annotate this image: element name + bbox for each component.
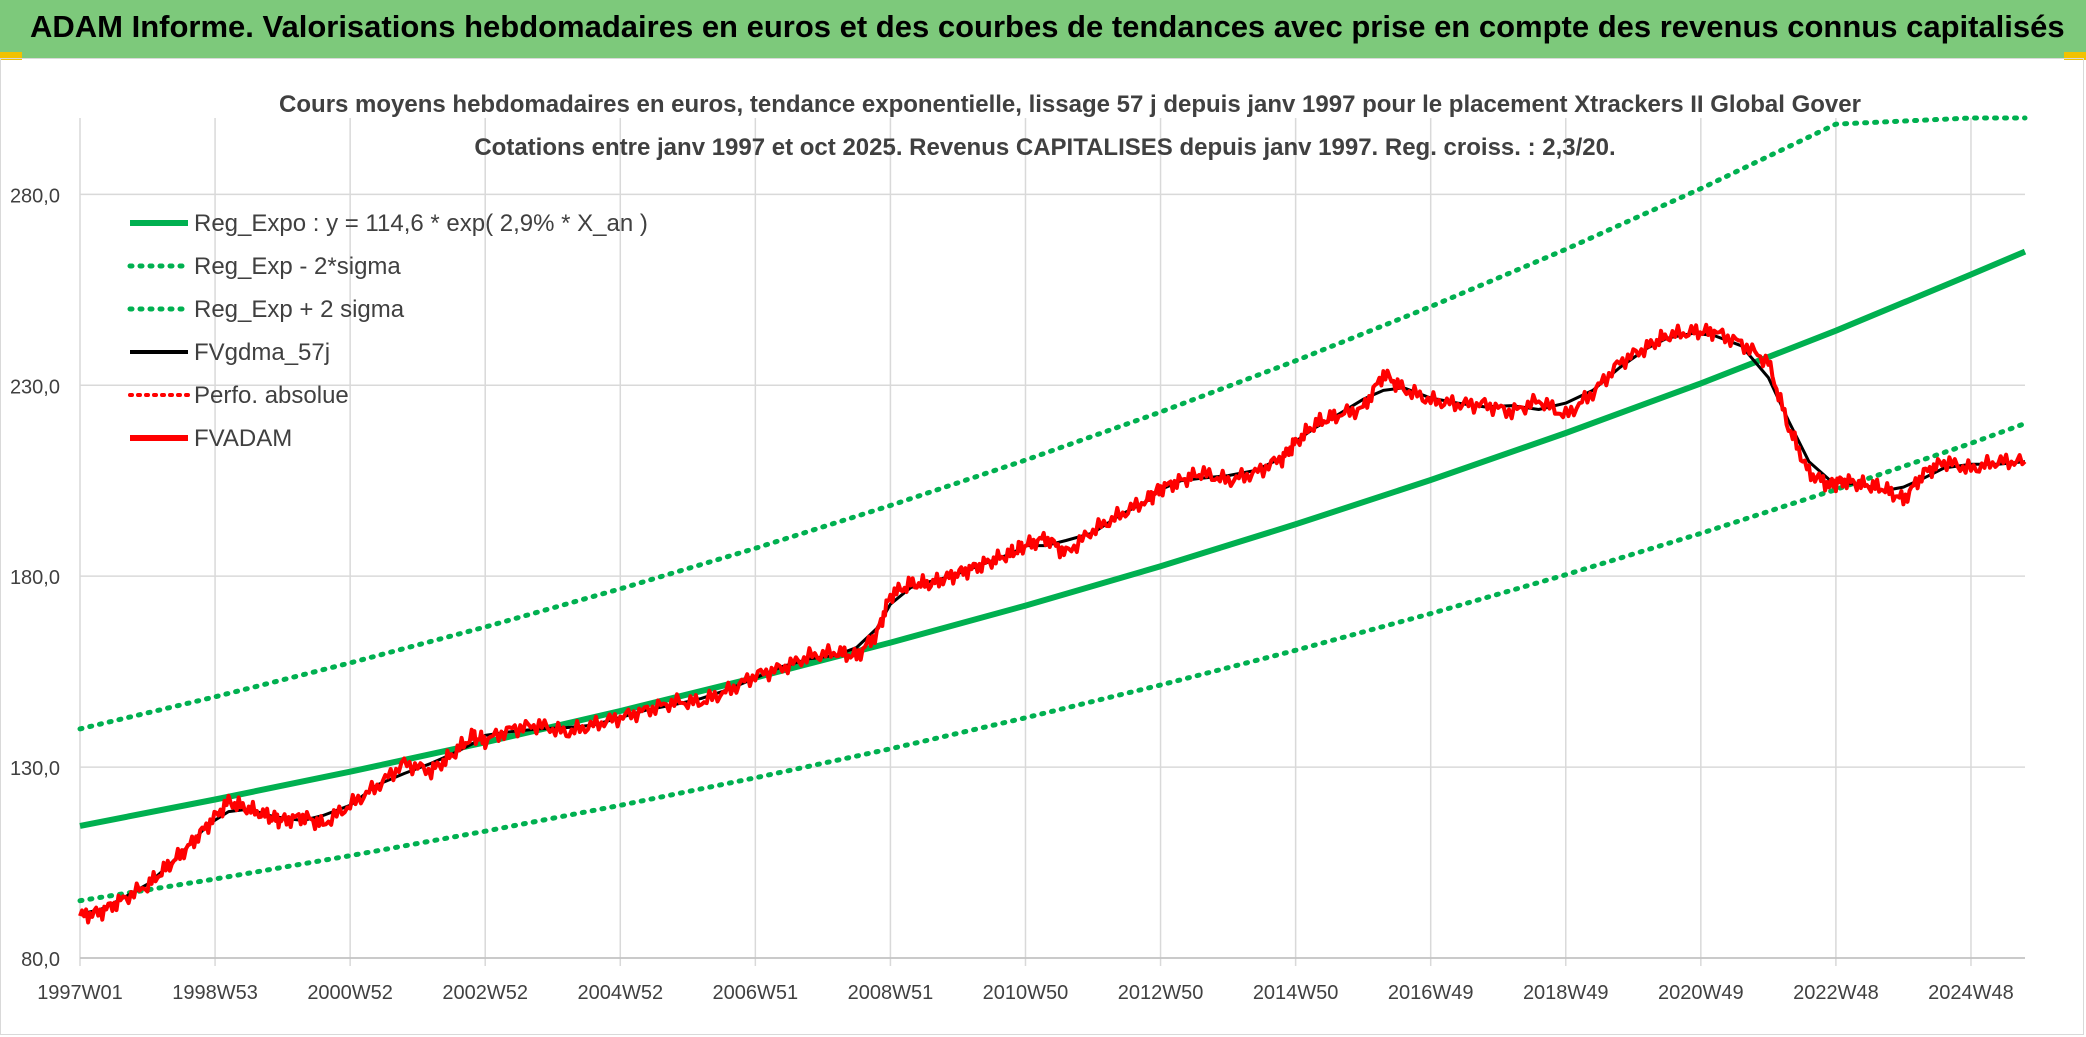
y-tick-label: 130,0 [10,758,60,780]
x-tick-label: 2016W49 [1388,982,1474,1004]
series-layer [77,115,2028,925]
x-tick-label: 2002W52 [442,982,528,1004]
x-tick-label: 2006W51 [713,982,799,1004]
series-lower-band [77,421,2028,904]
corner-marker-right [2064,52,2086,60]
chart-frame [0,58,2084,1035]
legend: Reg_Expo : y = 114,6 * exp( 2,9% * X_an … [127,210,648,452]
x-tick-label: 2018W49 [1523,982,1609,1004]
y-tick-label: 180,0 [10,567,60,589]
x-tick-label: 2010W50 [983,982,1069,1004]
x-tick-label: 2012W50 [1118,982,1204,1004]
y-tick-label: 80,0 [21,949,60,971]
series-upper-band [77,115,2028,732]
y-tick-label: 280,0 [10,185,60,207]
chart-subtitle: Cotations entre janv 1997 et oct 2025. R… [474,134,1615,161]
banner: ADAM Informe. Valorisations hebdomadaire… [0,0,2086,58]
y-tick-label: 230,0 [10,376,60,398]
series-trend [79,248,2027,829]
legend-label: Reg_Exp - 2*sigma [194,253,401,280]
legend-label: FVgdma_57j [194,339,330,366]
series-fvadam [78,322,2027,925]
banner-title: ADAM Informe. Valorisations hebdomadaire… [30,9,2065,44]
x-tick-label: 1998W53 [172,982,258,1004]
x-tick-label: 2020W49 [1658,982,1744,1004]
x-tick-label: 2004W52 [577,982,663,1004]
x-tick-label: 2008W51 [848,982,934,1004]
corner-marker-left [0,52,22,60]
series-smooth-57j [79,331,2026,916]
x-tick-label: 2024W48 [1928,982,2014,1004]
x-tick-label: 2022W48 [1793,982,1879,1004]
legend-label: Perfo. absolue [194,382,349,409]
x-tick-label: 1997W01 [37,982,123,1004]
x-tick-label: 2000W52 [307,982,393,1004]
legend-label: Reg_Exp + 2 sigma [194,296,405,323]
legend-label: Reg_Expo : y = 114,6 * exp( 2,9% * X_an … [194,210,648,237]
axis-labels: 80,0 130,0 180,0 230,0 280,0 1997W01 1998W53 20… [10,185,2014,1004]
legend-label: FVADAM [194,425,292,452]
chart-title: Cours moyens hebdomadaires en euros, ten… [279,91,1861,118]
x-tick-label: 2014W50 [1253,982,1339,1004]
